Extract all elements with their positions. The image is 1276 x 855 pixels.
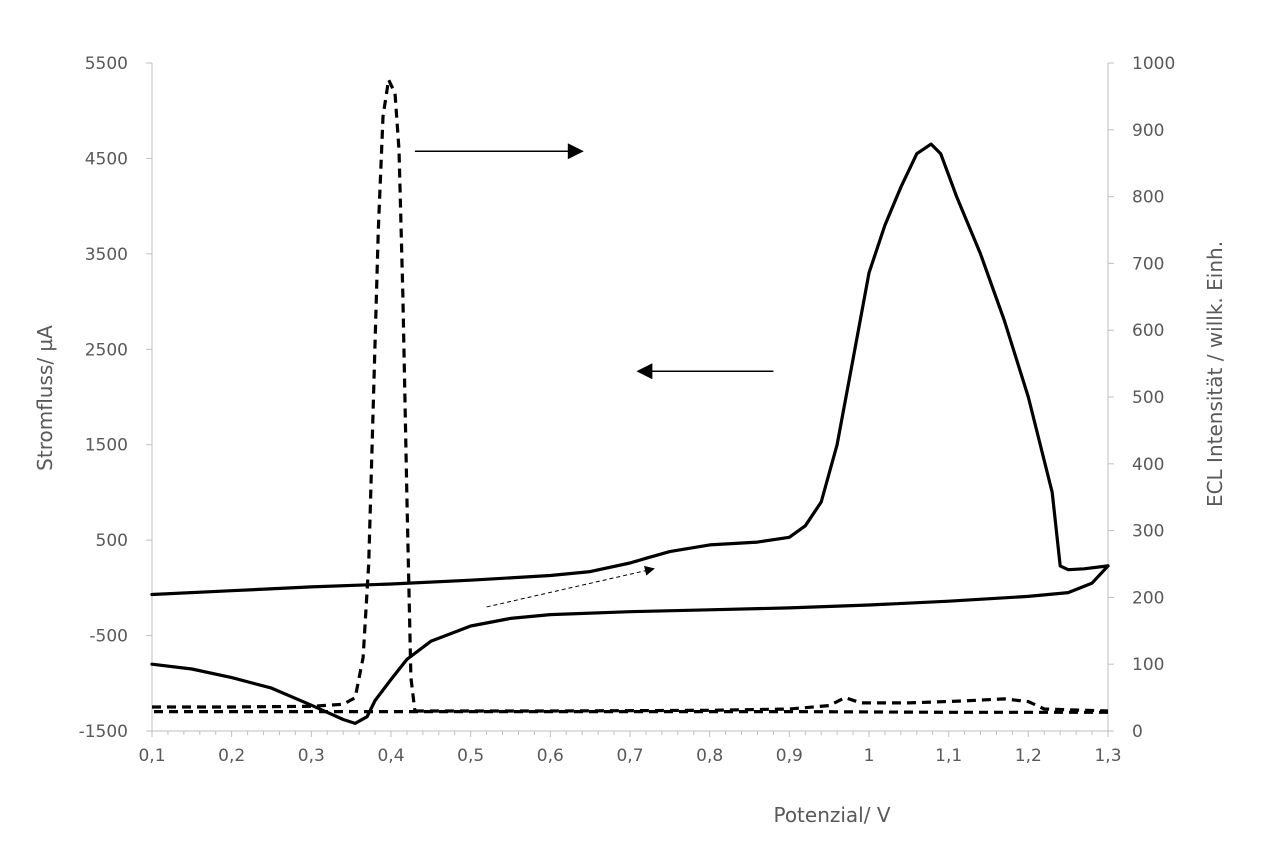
x-tick-label: 1,2 <box>1015 746 1042 766</box>
y-left-tick-label: 2500 <box>85 340 128 360</box>
annotations <box>414 143 774 608</box>
y-left-axis-title: Stromfluss/ µA <box>33 325 57 471</box>
y-right-axis-title: ECL Intensität / willk. Einh. <box>1203 241 1227 507</box>
y-right-tick-label: 800 <box>1132 188 1164 208</box>
x-tick-label: 0,9 <box>776 746 803 766</box>
y-right-tick-label: 300 <box>1132 522 1164 542</box>
x-axis-title: Potenzial/ V <box>773 803 890 827</box>
x-tick-label: 1,3 <box>1094 746 1121 766</box>
y-left-tick-label: 3500 <box>85 245 128 265</box>
y-right-tick-label: 500 <box>1132 388 1164 408</box>
y-right-tick-label: 600 <box>1132 321 1164 341</box>
y-left-tick-label: 5500 <box>85 54 128 74</box>
x-tick-label: 0,4 <box>377 746 404 766</box>
y-right-tick-label: 400 <box>1132 455 1164 475</box>
ecl-intensity-line-3 <box>152 78 417 712</box>
current-line-1 <box>150 142 1110 597</box>
x-tick-label: 0,3 <box>298 746 325 766</box>
y-right-tick-label: 1000 <box>1132 54 1175 74</box>
y-right-tick-label: 0 <box>1132 722 1143 742</box>
y-left-tick-label: 4500 <box>85 149 128 169</box>
y-left-tick-label: -1500 <box>79 722 128 742</box>
y-left-tick-label: 500 <box>96 531 128 551</box>
y-right-tick-label: 700 <box>1132 254 1164 274</box>
axes: 0,1 0,2 0,3 0,4 0,5 0,6 0,7 0,8 0,9 1 1,1 1,2 1,3 550… <box>79 54 1176 766</box>
x-tick-label: 0,2 <box>218 746 245 766</box>
x-tick-label: 0,8 <box>696 746 723 766</box>
ecl-intensity-line-4 <box>414 696 1109 713</box>
x-tick-label: 0,5 <box>457 746 484 766</box>
y-left-tick-label: 1500 <box>85 436 128 456</box>
y-right-tick-label: 100 <box>1132 655 1164 675</box>
plot-lines <box>150 78 1110 725</box>
direction-arrow-3 <box>486 565 655 608</box>
x-tick-label: 0,7 <box>616 746 643 766</box>
y-right-tick-label: 900 <box>1132 121 1164 141</box>
x-tick-label: 0,1 <box>138 746 165 766</box>
ecl-intensity-line-5 <box>152 710 1108 714</box>
y-left-tick-label: -500 <box>89 627 128 647</box>
x-tick-label: 0,6 <box>537 746 564 766</box>
y-right-tick-label: 200 <box>1132 588 1164 608</box>
current-line-2 <box>150 564 1110 725</box>
x-tick-label: 1,1 <box>935 746 962 766</box>
x-tick-label: 1 <box>864 746 875 766</box>
